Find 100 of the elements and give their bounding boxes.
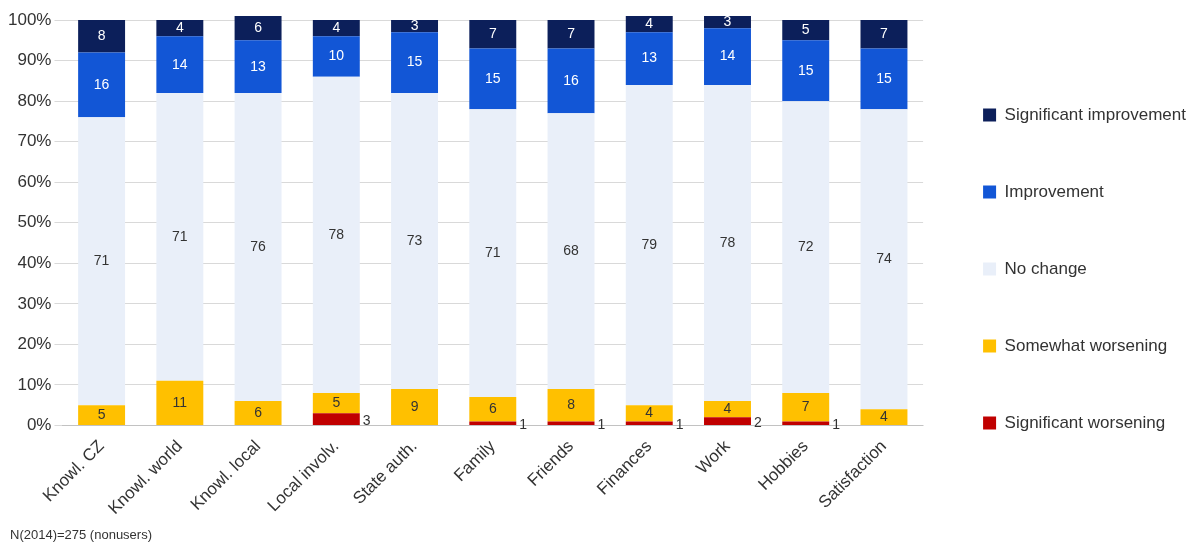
legend-label: Significant worsening: [1004, 412, 1166, 432]
data-label: 1: [832, 416, 841, 433]
data-label: 7: [567, 25, 576, 42]
bar: [625, 405, 673, 422]
data-label: 4: [880, 407, 889, 424]
data-label: 78: [328, 225, 345, 242]
data-label: 3: [362, 411, 371, 428]
bar: [704, 28, 751, 85]
bar: [782, 393, 830, 422]
y-tick-label: 40%: [17, 252, 52, 272]
legend-label: Significant improvement: [1004, 104, 1187, 124]
y-tick-label: 60%: [17, 171, 52, 191]
bar: [391, 20, 439, 33]
y-tick-label: 0%: [26, 415, 52, 435]
bar: [860, 409, 908, 425]
bar: [547, 421, 595, 425]
bar: [782, 101, 830, 393]
data-label: 6: [488, 400, 497, 417]
data-label: 78: [719, 233, 736, 250]
bar: [704, 401, 751, 418]
legend-label: Somewhat worsening: [1004, 335, 1168, 355]
data-label: 4: [332, 19, 341, 36]
data-label: 9: [410, 397, 419, 414]
bar: [469, 20, 517, 49]
y-tick-label: 100%: [8, 9, 52, 29]
data-label: 5: [801, 21, 810, 38]
bar: [78, 117, 126, 406]
bar: [312, 393, 360, 414]
data-label: 5: [332, 393, 341, 410]
data-label: 13: [250, 57, 267, 74]
bar: [547, 20, 595, 49]
y-tick-label: 80%: [17, 90, 52, 110]
bar: [782, 40, 830, 102]
data-label: 2: [753, 413, 762, 430]
data-label: 8: [567, 396, 576, 413]
data-label: 14: [719, 47, 736, 64]
y-tick-label: 30%: [17, 293, 52, 313]
bar: [156, 36, 204, 94]
data-label: 74: [876, 250, 892, 267]
bar: [625, 32, 673, 85]
bar: [860, 109, 908, 410]
data-label: 71: [172, 227, 188, 244]
bar: [469, 421, 517, 425]
y-tick-label: 90%: [17, 50, 52, 70]
bar: [312, 36, 360, 77]
bar: [704, 16, 751, 29]
bar: [782, 421, 830, 425]
data-label: 7: [801, 398, 810, 415]
bar: [547, 388, 595, 422]
bar: [391, 93, 439, 389]
data-label: 15: [406, 53, 423, 70]
data-label: 4: [645, 14, 654, 31]
data-label: 15: [876, 69, 892, 86]
bar: [547, 48, 595, 114]
bar: [704, 417, 751, 425]
bar: [704, 84, 751, 402]
data-label: 15: [484, 69, 501, 86]
bar: [78, 52, 126, 118]
data-label: 72: [797, 237, 814, 254]
data-label: 1: [519, 416, 528, 433]
bar: [391, 32, 439, 94]
data-label: 6: [254, 19, 263, 36]
data-label: 71: [484, 244, 501, 260]
bar: [625, 16, 673, 33]
data-label: 76: [250, 237, 267, 254]
data-label: 1: [675, 416, 684, 433]
text: N(2014)=275 (nonusers): [10, 527, 152, 542]
bar: [547, 113, 595, 389]
data-label: 6: [254, 403, 263, 420]
bar: [156, 20, 204, 37]
bar: [860, 48, 908, 110]
data-label: 68: [563, 241, 580, 258]
bar: [860, 20, 908, 49]
data-label: 4: [175, 19, 184, 36]
bar: [156, 380, 204, 425]
bar: [234, 401, 282, 425]
data-label: 4: [723, 400, 732, 417]
bar: [234, 93, 282, 402]
y-tick-label: 10%: [17, 374, 52, 394]
bar: [234, 40, 282, 94]
data-label: 15: [797, 61, 814, 78]
data-label: 10: [328, 47, 345, 64]
data-label: 73: [406, 231, 423, 248]
data-label: 16: [563, 71, 580, 88]
data-label: 5: [97, 405, 106, 422]
data-label: 14: [172, 55, 188, 72]
data-label: 16: [93, 75, 110, 92]
bar: [312, 20, 360, 37]
bar: [312, 76, 360, 393]
data-label: 3: [410, 16, 419, 33]
bar: [78, 20, 126, 53]
bar: [469, 109, 517, 398]
data-label: 3: [723, 12, 732, 29]
data-label: 7: [880, 25, 889, 42]
y-tick-label: 70%: [17, 131, 52, 151]
legend-label: No change: [1004, 258, 1087, 278]
legend-label: Improvement: [1004, 181, 1105, 201]
data-label: 11: [172, 393, 188, 410]
bar: [625, 84, 673, 406]
bar: [782, 20, 830, 41]
